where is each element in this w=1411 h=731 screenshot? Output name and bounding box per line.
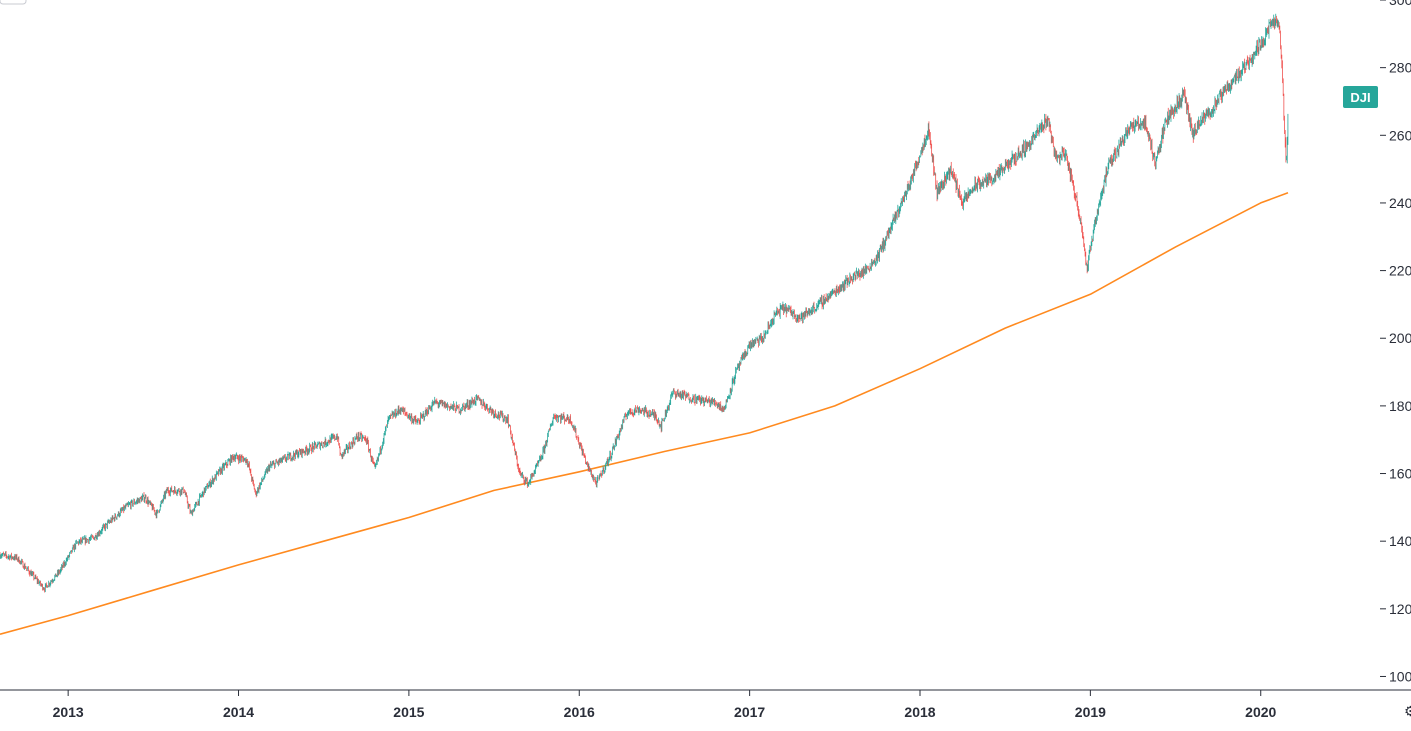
x-tick-label: 2015 bbox=[393, 704, 424, 720]
symbol-label-text: DJI bbox=[1350, 90, 1370, 105]
x-tick-label: 2019 bbox=[1075, 704, 1106, 720]
y-tick-label: 180 bbox=[1389, 398, 1411, 414]
y-tick-label: 160 bbox=[1389, 466, 1411, 482]
moving-average-line bbox=[0, 192, 1289, 635]
x-tick-label: 2017 bbox=[734, 704, 765, 720]
symbol-label-bg bbox=[1343, 86, 1378, 108]
y-tick-label: 300 bbox=[1389, 0, 1411, 8]
x-tick-label: 2016 bbox=[564, 704, 595, 720]
x-tick-label: 2018 bbox=[904, 704, 935, 720]
candles-layer bbox=[0, 13, 1289, 593]
x-axis[interactable]: 2013 2014 2015 2016 2017 2018 2019 2020 bbox=[53, 690, 1277, 720]
y-tick-label: 200 bbox=[1389, 330, 1411, 346]
y-axis[interactable]: 100 120 140 160 180 200 220 240 260 280 300 bbox=[1380, 0, 1411, 684]
y-tick-label: 140 bbox=[1389, 533, 1411, 549]
x-tick-label: 2014 bbox=[223, 704, 254, 720]
x-tick-label: 2020 bbox=[1245, 704, 1276, 720]
x-tick-label: 2013 bbox=[53, 704, 84, 720]
y-tick-label: 280 bbox=[1389, 60, 1411, 76]
symbol-label: DJI bbox=[1343, 86, 1378, 108]
settings-icon[interactable]: ⚙ bbox=[1404, 703, 1411, 719]
corner-settings-button[interactable] bbox=[0, 0, 27, 5]
y-tick-label: 240 bbox=[1389, 195, 1411, 211]
moving-average-layer bbox=[0, 192, 1289, 635]
y-tick-label: 220 bbox=[1389, 263, 1411, 279]
y-tick-label: 260 bbox=[1389, 127, 1411, 143]
y-tick-label: 120 bbox=[1389, 601, 1411, 617]
y-tick-label: 100 bbox=[1389, 668, 1411, 684]
